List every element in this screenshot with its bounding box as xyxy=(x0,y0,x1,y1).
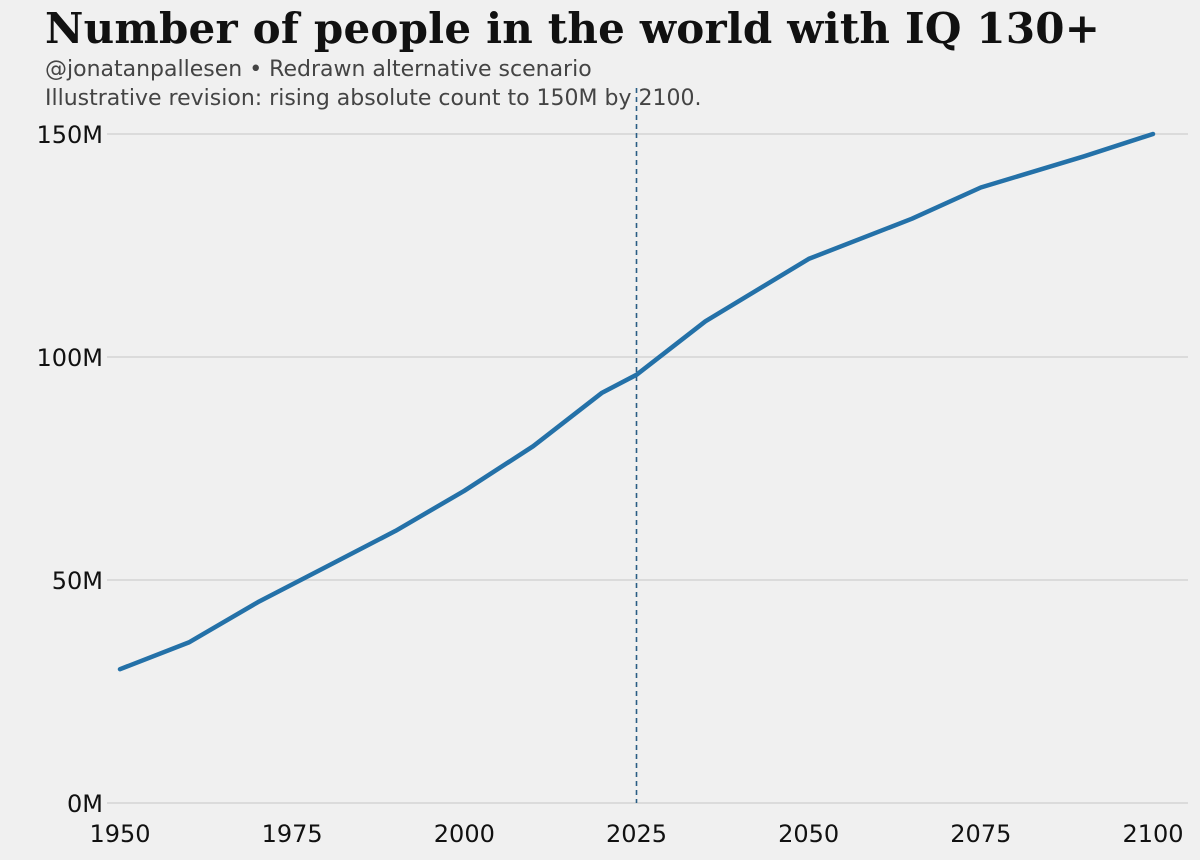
chart-subtitle-credit: @jonatanpallesen • Redrawn alternative s… xyxy=(45,57,592,82)
grid-layer xyxy=(107,133,1188,804)
x-tick-label: 1950 xyxy=(89,820,150,848)
y-tick-label: 50M xyxy=(52,567,103,595)
x-tick-label: 2075 xyxy=(950,820,1011,848)
y-tick-label: 150M xyxy=(36,121,103,149)
data-point-1960 xyxy=(187,640,191,644)
data-point-2025 xyxy=(634,373,638,377)
data-point-2050 xyxy=(806,257,810,261)
data-point-1950 xyxy=(118,667,122,671)
y-tick-label: 0M xyxy=(67,790,103,818)
x-tick-label: 2100 xyxy=(1122,820,1183,848)
series-line xyxy=(117,131,1156,672)
chart-title: Number of people in the world with IQ 13… xyxy=(45,4,1101,53)
data-point-2000 xyxy=(462,489,466,493)
x-tick-label: 1975 xyxy=(262,820,323,848)
data-point-2035 xyxy=(703,319,707,323)
chart-subtitle-note: Illustrative revision: rising absolute c… xyxy=(45,86,702,111)
data-point-1970 xyxy=(256,600,260,604)
data-point-2065 xyxy=(910,217,914,221)
data-point-2010 xyxy=(531,444,535,448)
data-point-1990 xyxy=(393,529,397,533)
x-tick-label: 2050 xyxy=(778,820,839,848)
y-axis-ticks: 0M 50M 100M 150M xyxy=(36,121,103,818)
x-axis-ticks: 1950 1975 2000 2025 2050 2075 2100 xyxy=(89,820,1183,848)
series-layer xyxy=(117,131,1156,672)
data-point-2075 xyxy=(979,185,983,189)
data-point-1980 xyxy=(324,564,328,568)
x-tick-label: 2000 xyxy=(434,820,495,848)
x-tick-label: 2025 xyxy=(606,820,667,848)
data-point-2090 xyxy=(1082,154,1086,158)
data-point-2100 xyxy=(1151,132,1155,136)
y-tick-label: 100M xyxy=(36,344,103,372)
data-point-2020 xyxy=(600,390,604,394)
